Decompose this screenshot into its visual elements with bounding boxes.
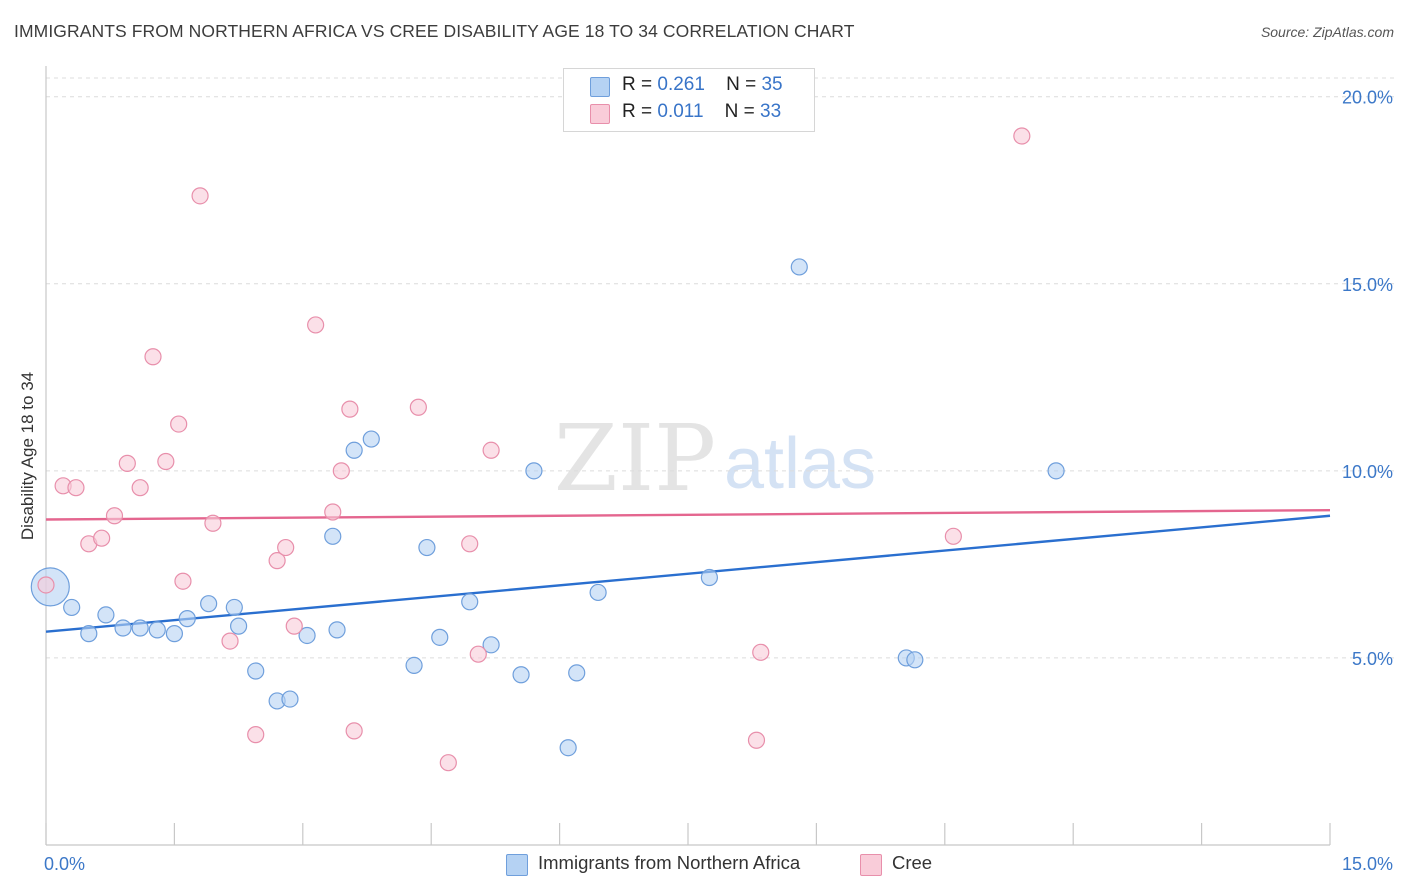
blue-data-point [362, 430, 380, 448]
blue-data-point [230, 617, 248, 635]
n-label: N = [726, 74, 757, 95]
pink-data-point [1013, 127, 1031, 145]
pink-data-point [747, 731, 766, 749]
blue-data-point [225, 598, 243, 617]
axes [45, 66, 1331, 846]
x-tick-label: 0.0% [44, 854, 85, 874]
correlation-legend: R = 0.261 N = 35 R = 0.011 N = 33 [563, 68, 815, 132]
r-value: 0.261 [657, 74, 705, 95]
blue-data-point [405, 656, 423, 675]
y-axis-title: Disability Age 18 to 34 [18, 372, 37, 540]
pink-data-point [131, 479, 149, 497]
r-value: 0.011 [657, 101, 704, 122]
blue-data-point [482, 636, 500, 654]
blue-data-point [281, 690, 299, 708]
pink-data-point [341, 400, 359, 418]
legend-text-blue: R = 0.261 N = 35 [622, 74, 783, 96]
blue-data-point [200, 595, 218, 613]
blue-data-point [512, 666, 530, 684]
blue-data-point [148, 621, 166, 639]
r-label: R = [622, 74, 653, 95]
pink-trend-line [45, 508, 1331, 521]
pink-data-point [944, 527, 962, 545]
pink-data-point [482, 441, 500, 459]
pink-data-point [93, 529, 111, 547]
pink-data-point [345, 722, 363, 740]
blue-data-point [63, 598, 81, 617]
bottom-legend-label: Cree [892, 852, 933, 873]
data-points [30, 127, 1065, 772]
blue-data-point [178, 610, 196, 628]
pink-swatch [590, 104, 610, 124]
pink-data-point [37, 576, 55, 594]
trend-lines [45, 508, 1331, 633]
pink-data-point [324, 503, 342, 521]
blue-data-point [418, 538, 436, 557]
r-label: R = [622, 101, 653, 122]
y-tick-label: 10.0% [1342, 462, 1393, 482]
pink-data-point [247, 726, 265, 744]
blue-data-point [345, 441, 363, 459]
blue-data-point [165, 625, 183, 643]
blue-data-point [80, 625, 98, 643]
blue-data-point [247, 662, 265, 680]
blue-data-point [559, 739, 577, 757]
blue-data-point [790, 258, 808, 276]
blue-data-point [700, 568, 719, 587]
pink-data-point [285, 617, 303, 635]
pink-data-point [469, 645, 487, 663]
blue-data-point [328, 621, 346, 639]
blue-swatch [506, 854, 528, 876]
pink-data-point [409, 398, 427, 416]
source-credit: Source: ZipAtlas.com [1260, 24, 1394, 40]
pink-data-point [118, 454, 136, 472]
watermark-atlas: atlas [724, 424, 876, 504]
y-tick-label: 15.0% [1342, 275, 1393, 295]
pink-data-point [191, 187, 209, 205]
pink-data-point [268, 552, 286, 570]
blue-trend-line [45, 514, 1331, 633]
y-tick-label: 20.0% [1342, 88, 1393, 108]
pink-data-point [204, 514, 222, 532]
n-value: 33 [760, 101, 782, 122]
axis-labels: 5.0% 10.0% 15.0% 20.0% 0.0% 15.0% Disability A… [18, 88, 1393, 874]
pink-data-point [307, 316, 325, 334]
pink-data-point [221, 632, 239, 650]
blue-data-point [1047, 462, 1065, 480]
blue-data-point [568, 664, 586, 682]
y-tick-label: 5.0% [1352, 649, 1393, 669]
pink-data-point [461, 535, 479, 553]
pink-data-point [105, 507, 124, 525]
blue-data-point [97, 606, 115, 624]
blue-data-point [298, 626, 316, 645]
blue-data-point [906, 651, 924, 669]
blue-data-point [461, 593, 479, 611]
bottom-legend-label: Immigrants from Northern Africa [538, 852, 801, 873]
pink-data-point [170, 415, 188, 433]
blue-data-point [431, 628, 449, 646]
legend-text-pink: R = 0.011 N = 33 [622, 101, 781, 123]
pink-data-point [277, 538, 295, 557]
blue-data-point [589, 583, 607, 602]
n-label: N = [724, 101, 755, 122]
blue-data-point [324, 527, 342, 545]
pink-data-point [67, 479, 85, 497]
watermark: ZIP atlas [554, 405, 876, 512]
watermark-zip: ZIP [554, 405, 716, 512]
blue-data-point [114, 619, 132, 637]
blue-data-point [131, 619, 149, 637]
chart-title: IMMIGRANTS FROM NORTHERN AFRICA VS CREE … [14, 21, 855, 41]
blue-swatch [590, 77, 610, 97]
n-value: 35 [761, 74, 783, 95]
x-tick-label: 15.0% [1342, 854, 1393, 874]
blue-data-point [525, 462, 543, 480]
pink-data-point [332, 462, 350, 480]
pink-data-point [752, 643, 770, 661]
pink-data-point [157, 452, 175, 471]
pink-data-point [439, 754, 457, 772]
pink-data-point [144, 348, 162, 366]
pink-data-point [174, 572, 192, 590]
pink-swatch [860, 854, 882, 876]
